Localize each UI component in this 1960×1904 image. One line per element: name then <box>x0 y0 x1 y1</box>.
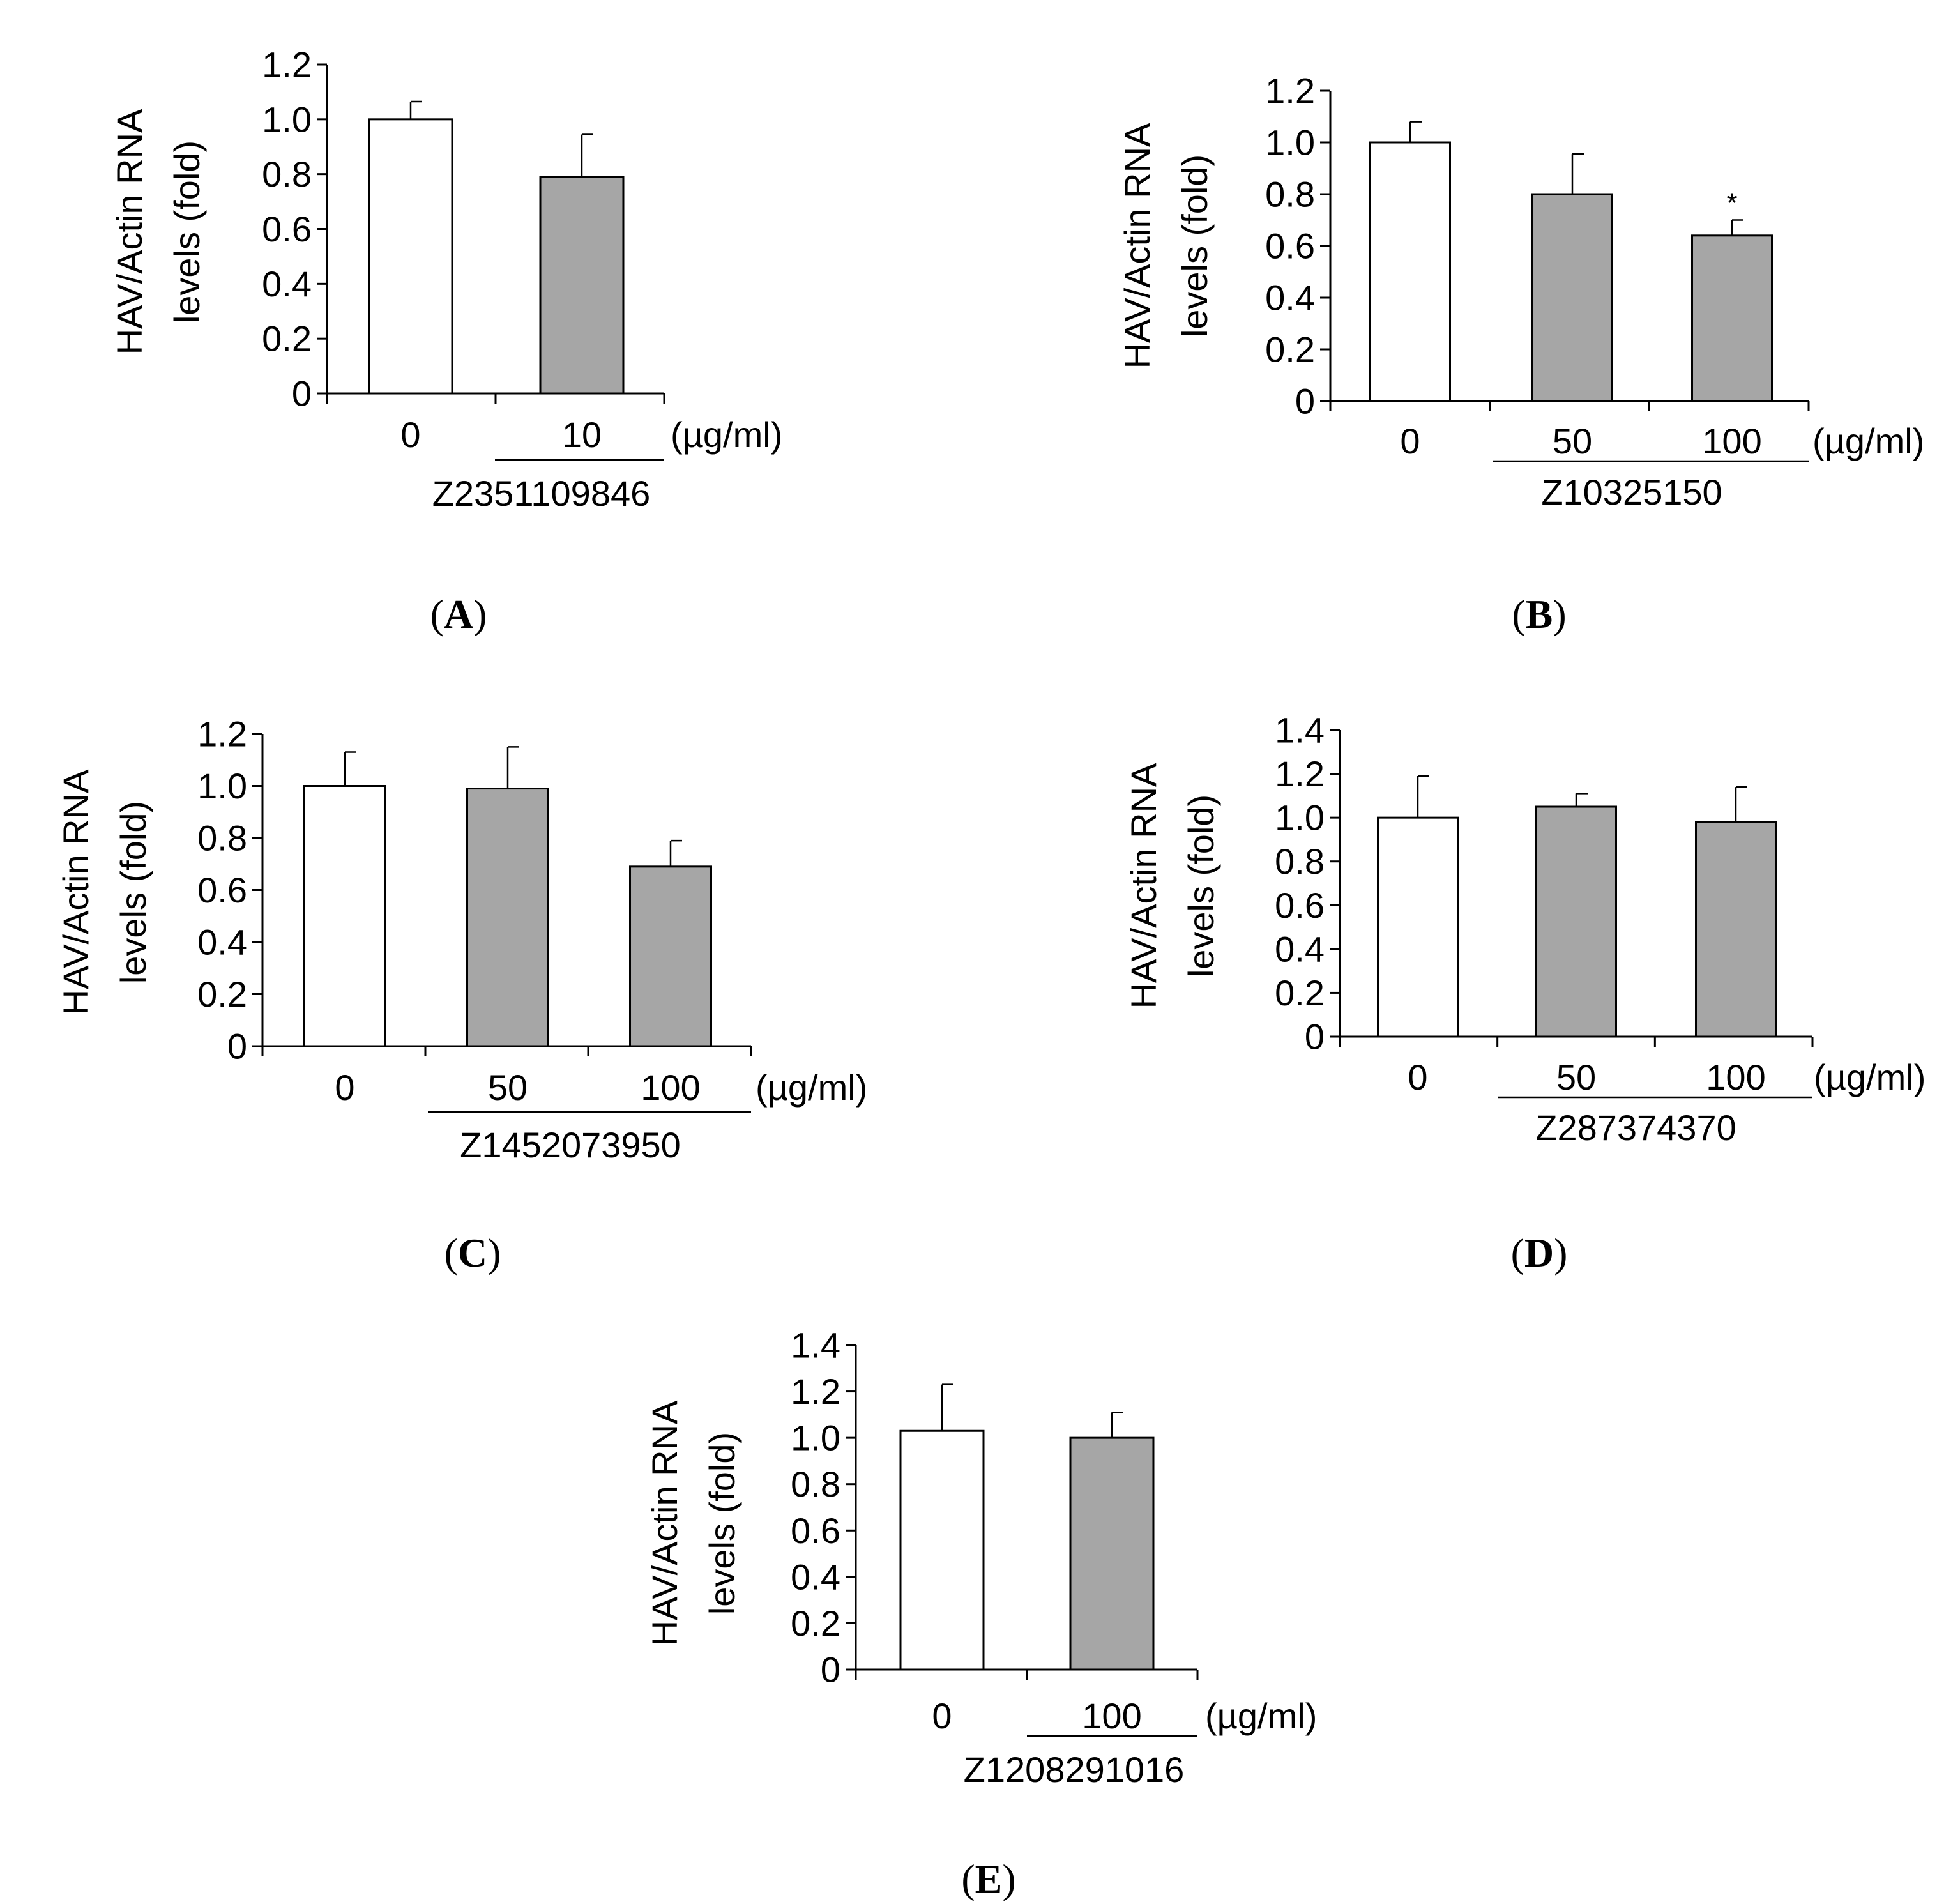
x-category-label: 50 <box>1553 421 1592 461</box>
x-category-label: 0 <box>335 1067 354 1108</box>
compound-label: Z1208291016 <box>964 1749 1185 1790</box>
y-axis-label: HAV/Actin RNA <box>56 769 96 1015</box>
panel-letter: (D) <box>1511 1230 1568 1276</box>
chart-panel-a: HAV/Actin RNA levels (fold) 0 0.2 0.4 0.6 0.8 1… <box>109 45 783 637</box>
x-category-label: 0 <box>1408 1057 1427 1097</box>
y-tick-label: 0.4 <box>791 1557 840 1597</box>
y-tick-label: 0.4 <box>197 922 247 963</box>
bar <box>1691 234 1773 402</box>
bar <box>1369 141 1451 402</box>
y-tick-label: 1.2 <box>1265 71 1315 111</box>
chart-panel-e: HAV/Actin RNA levels (fold) 0 0.2 0.4 0.6 0.8 1… <box>644 1325 1318 1902</box>
y-tick-label: 0 <box>1295 381 1315 422</box>
y-tick-label: 1.2 <box>791 1371 840 1412</box>
unit-label: (µg/ml) <box>1205 1696 1317 1736</box>
y-tick-label: 0 <box>821 1650 840 1690</box>
bar <box>466 788 549 1047</box>
compound-label: Z1452073950 <box>460 1125 681 1165</box>
y-tick-label: 0.6 <box>1265 226 1315 266</box>
panel-letter: (E) <box>961 1856 1015 1901</box>
x-category-label: 100 <box>1706 1057 1765 1097</box>
unit-label: (µg/ml) <box>671 415 782 455</box>
bar <box>1535 805 1617 1038</box>
y-tick-label: 0.8 <box>1265 174 1315 215</box>
y-axis-label: HAV/Actin RNA <box>1123 763 1164 1009</box>
y-tick-label: 0.2 <box>197 974 247 1014</box>
y-tick-label: 0.4 <box>262 264 312 304</box>
x-category-label: 50 <box>1556 1057 1596 1097</box>
x-category-label: 100 <box>1082 1696 1141 1736</box>
unit-label: (µg/ml) <box>1814 1057 1926 1097</box>
y-axis-label: levels (fold) <box>1181 795 1221 977</box>
y-axis-label: levels (fold) <box>167 141 207 323</box>
bar <box>368 118 453 395</box>
bar <box>1377 816 1459 1038</box>
y-tick-label: 1.0 <box>1275 798 1325 838</box>
y-tick-label: 0.4 <box>1275 929 1325 969</box>
y-axis-label: levels (fold) <box>113 801 153 984</box>
y-axis-label: HAV/Actin RNA <box>644 1400 685 1646</box>
y-tick-label: 0.8 <box>197 818 247 858</box>
bar <box>539 176 625 395</box>
bar <box>899 1429 985 1671</box>
unit-label: (µg/ml) <box>756 1067 867 1108</box>
chart-panel-b: HAV/Actin RNA levels (fold) 0 0.2 0.4 0.6 0.8 1… <box>1117 71 1925 637</box>
y-tick-label: 1.2 <box>1275 754 1325 794</box>
x-category-label: 100 <box>641 1067 700 1108</box>
unit-label: (µg/ml) <box>1812 421 1924 461</box>
x-category-label: 0 <box>400 415 420 455</box>
panel-letter: (C) <box>444 1230 501 1276</box>
y-tick-label: 0.2 <box>1275 973 1325 1013</box>
y-tick-label: 1.2 <box>262 45 312 85</box>
y-axis-label: levels (fold) <box>1174 155 1215 337</box>
y-tick-label: 0 <box>227 1026 247 1067</box>
x-category-label: 10 <box>562 415 602 455</box>
y-tick-label: 0.2 <box>262 319 312 359</box>
y-axis-label: HAV/Actin RNA <box>1117 123 1157 369</box>
y-tick-label: 0.6 <box>262 209 312 249</box>
y-tick-label: 0.8 <box>262 154 312 194</box>
bar <box>1695 821 1777 1038</box>
y-tick-label: 0.4 <box>1265 278 1315 318</box>
bar <box>1531 193 1613 402</box>
y-tick-label: 1.4 <box>791 1325 840 1366</box>
y-tick-label: 0.6 <box>791 1511 840 1551</box>
y-tick-label: 1.0 <box>262 99 312 139</box>
chart-panel-c: HAV/Actin RNA levels (fold) 0 0.2 0.4 0.6 0.8 1… <box>56 714 868 1276</box>
compound-label: Z287374370 <box>1535 1108 1736 1148</box>
x-category-label: 0 <box>932 1696 952 1736</box>
x-category-label: 100 <box>1702 421 1761 461</box>
y-tick-label: 1.0 <box>197 766 247 806</box>
y-tick-label: 0.8 <box>791 1464 840 1504</box>
y-tick-label: 1.2 <box>197 714 247 754</box>
y-tick-label: 1.0 <box>791 1418 840 1458</box>
panel-letter: (B) <box>1512 591 1566 637</box>
y-tick-label: 0.6 <box>1275 885 1325 925</box>
y-tick-label: 0.6 <box>197 870 247 910</box>
x-category-label: 50 <box>488 1067 528 1108</box>
bar <box>303 785 386 1047</box>
y-axis-label: HAV/Actin RNA <box>109 109 149 354</box>
bar <box>1069 1436 1155 1671</box>
y-tick-label: 0 <box>1305 1017 1325 1057</box>
y-tick-label: 1.4 <box>1275 710 1325 750</box>
x-category-label: 0 <box>1400 421 1420 461</box>
panel-letter: (A) <box>430 591 487 637</box>
y-axis-label: levels (fold) <box>702 1432 742 1615</box>
chart-panel-d: HAV/Actin RNA levels (fold)00.20.40.60.81… <box>1123 710 1926 1276</box>
significance-marker: * <box>1726 188 1737 219</box>
y-tick-label: 1.0 <box>1265 123 1315 163</box>
compound-label: Z2351109846 <box>432 473 651 514</box>
compound-label: Z10325150 <box>1541 472 1722 512</box>
bar <box>629 865 712 1047</box>
y-tick-label: 0.2 <box>791 1603 840 1643</box>
y-tick-label: 0.2 <box>1265 330 1315 370</box>
y-tick-label: 0.8 <box>1275 841 1325 881</box>
y-tick-label: 0 <box>292 374 312 414</box>
